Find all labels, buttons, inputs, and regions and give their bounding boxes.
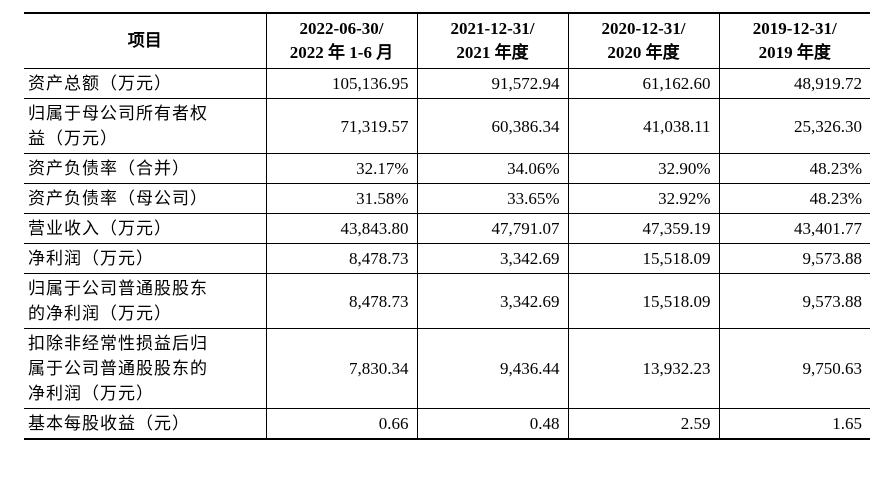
value-cell: 9,750.63 bbox=[718, 328, 870, 409]
row-label: 资产负债率（母公司） bbox=[24, 183, 266, 214]
row-label: 基本每股收益（元） bbox=[24, 408, 266, 440]
value-cell: 43,401.77 bbox=[718, 213, 870, 244]
row-label: 资产总额（万元） bbox=[24, 68, 266, 99]
table-row: 归属于公司普通股股东 的净利润（万元） 8,478.73 3,342.69 15,51… bbox=[24, 273, 870, 329]
value-cell: 33.65% bbox=[416, 183, 568, 214]
value-cell: 31.58% bbox=[265, 183, 417, 214]
value-cell: 91,572.94 bbox=[416, 68, 568, 99]
row-label: 资产负债率（合并） bbox=[24, 153, 266, 184]
value-cell: 61,162.60 bbox=[567, 68, 719, 99]
value-cell: 105,136.95 bbox=[265, 68, 417, 99]
value-cell: 32.90% bbox=[567, 153, 719, 184]
value-cell: 8,478.73 bbox=[265, 273, 417, 329]
value-cell: 48.23% bbox=[718, 183, 870, 214]
value-cell: 9,436.44 bbox=[416, 328, 568, 409]
header-period-2019: 2019-12-31/ 2019 年度 bbox=[718, 12, 870, 69]
header-period-2020: 2020-12-31/ 2020 年度 bbox=[567, 12, 719, 69]
header-period-2021: 2021-12-31/ 2021 年度 bbox=[416, 12, 568, 69]
row-label: 营业收入（万元） bbox=[24, 213, 266, 244]
table-row: 营业收入（万元） 43,843.80 47,791.07 47,359.19 43,40… bbox=[24, 213, 870, 244]
table-row: 资产负债率（母公司） 31.58% 33.65% 32.92% 48.23% bbox=[24, 183, 870, 214]
value-cell: 7,830.34 bbox=[265, 328, 417, 409]
value-cell: 13,932.23 bbox=[567, 328, 719, 409]
value-cell: 9,573.88 bbox=[718, 273, 870, 329]
table-row: 归属于母公司所有者权 益（万元） 71,319.57 60,386.34 41,038… bbox=[24, 98, 870, 154]
row-label: 扣除非经常性损益后归 属于公司普通股股东的 净利润（万元） bbox=[24, 328, 266, 409]
table-row: 资产负债率（合并） 32.17% 34.06% 32.90% 48.23% bbox=[24, 153, 870, 184]
table-row: 资产总额（万元） 105,136.95 91,572.94 61,162.60 48,9… bbox=[24, 68, 870, 99]
table-row: 基本每股收益（元） 0.66 0.48 2.59 1.65 bbox=[24, 408, 870, 440]
value-cell: 15,518.09 bbox=[567, 273, 719, 329]
value-cell: 3,342.69 bbox=[416, 243, 568, 274]
value-cell: 25,326.30 bbox=[718, 98, 870, 154]
financial-summary-table: 项目 2022-06-30/ 2022 年 1-6 月 2021-12-31/ … bbox=[24, 12, 870, 440]
row-label: 净利润（万元） bbox=[24, 243, 266, 274]
value-cell: 32.17% bbox=[265, 153, 417, 184]
row-label: 归属于公司普通股股东 的净利润（万元） bbox=[24, 273, 266, 329]
value-cell: 15,518.09 bbox=[567, 243, 719, 274]
financial-summary-container: 项目 2022-06-30/ 2022 年 1-6 月 2021-12-31/ … bbox=[24, 12, 870, 440]
value-cell: 9,573.88 bbox=[718, 243, 870, 274]
table-body: 资产总额（万元） 105,136.95 91,572.94 61,162.60 48,9… bbox=[24, 68, 870, 440]
value-cell: 47,359.19 bbox=[567, 213, 719, 244]
value-cell: 0.66 bbox=[265, 408, 417, 440]
value-cell: 3,342.69 bbox=[416, 273, 568, 329]
value-cell: 60,386.34 bbox=[416, 98, 568, 154]
value-cell: 71,319.57 bbox=[265, 98, 417, 154]
value-cell: 48,919.72 bbox=[718, 68, 870, 99]
table-row: 扣除非经常性损益后归 属于公司普通股股东的 净利润（万元） 7,830.34 9,4… bbox=[24, 328, 870, 409]
value-cell: 0.48 bbox=[416, 408, 568, 440]
value-cell: 47,791.07 bbox=[416, 213, 568, 244]
value-cell: 34.06% bbox=[416, 153, 568, 184]
value-cell: 8,478.73 bbox=[265, 243, 417, 274]
value-cell: 43,843.80 bbox=[265, 213, 417, 244]
row-label: 归属于母公司所有者权 益（万元） bbox=[24, 98, 266, 154]
header-period-2022h1: 2022-06-30/ 2022 年 1-6 月 bbox=[265, 12, 417, 69]
table-header-row: 项目 2022-06-30/ 2022 年 1-6 月 2021-12-31/ … bbox=[24, 12, 870, 69]
value-cell: 1.65 bbox=[718, 408, 870, 440]
value-cell: 48.23% bbox=[718, 153, 870, 184]
value-cell: 41,038.11 bbox=[567, 98, 719, 154]
value-cell: 2.59 bbox=[567, 408, 719, 440]
header-item: 项目 bbox=[24, 12, 266, 69]
value-cell: 32.92% bbox=[567, 183, 719, 214]
table-row: 净利润（万元） 8,478.73 3,342.69 15,518.09 9,573.88 bbox=[24, 243, 870, 274]
